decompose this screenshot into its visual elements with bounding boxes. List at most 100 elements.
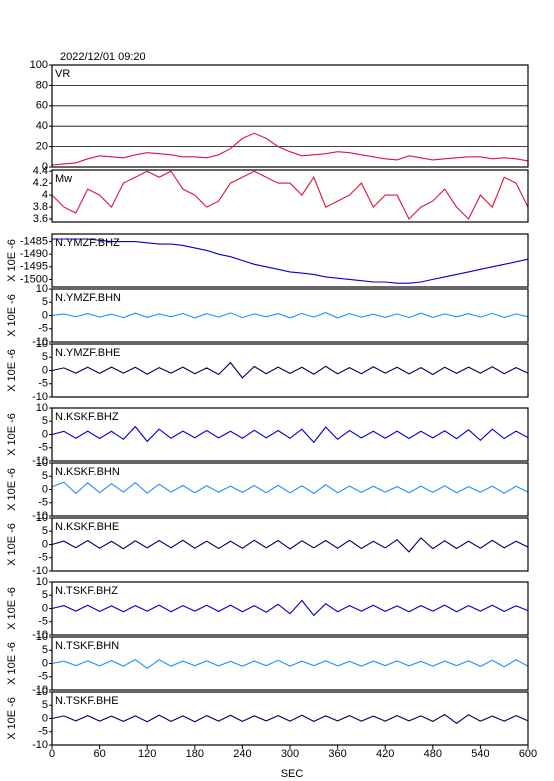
trace-line <box>51 361 529 379</box>
y-axis-label: X 10E -6 <box>6 642 18 685</box>
y-tick-label: 40 <box>36 120 48 132</box>
panel-label: VR <box>55 68 70 80</box>
y-tick-label: -5 <box>38 726 48 738</box>
y-tick-label: 0 <box>42 161 48 173</box>
panel-frame <box>51 691 529 746</box>
panel-label: N.YMZF.BHN <box>55 292 121 304</box>
y-tick-label: -10 <box>32 336 48 348</box>
y-axis-label: X 10E -6 <box>6 587 18 630</box>
panel-label: N.YMZF.BHE <box>55 347 120 359</box>
trace-line <box>51 713 529 724</box>
y-tick-label: -10 <box>32 629 48 641</box>
y-tick-label: -10 <box>32 510 48 522</box>
y-tick-label: 0 <box>42 483 48 495</box>
y-tick-label: -5 <box>38 323 48 335</box>
panel-frame <box>51 407 529 462</box>
y-axis-label: X 10E -6 <box>6 239 18 282</box>
panel-frame <box>51 581 529 636</box>
y-tick-label: 5 <box>42 296 48 308</box>
y-axis-label: X 10E -6 <box>6 523 18 566</box>
y-tick-label: 10 <box>36 686 48 698</box>
y-tick-label: 3.6 <box>33 213 48 225</box>
panel-frame <box>51 64 529 168</box>
x-tick-label: 240 <box>233 748 251 760</box>
y-axis-label: X 10E -6 <box>6 413 18 456</box>
panel-label: N.KSKF.BHE <box>55 521 119 533</box>
y-tick-label: 4 <box>42 189 48 201</box>
trace-line <box>51 658 529 669</box>
y-tick-label: -5 <box>38 378 48 390</box>
y-axis-label: X 10E -6 <box>6 697 18 740</box>
y-axis-label: X 10E -6 <box>6 468 18 511</box>
y-tick-label: -10 <box>32 739 48 751</box>
y-tick-label: 0 <box>42 602 48 614</box>
y-tick-label: 100 <box>30 59 48 71</box>
x-tick-label: 600 <box>519 748 537 760</box>
y-tick-label: 10 <box>36 457 48 469</box>
trace-line <box>51 481 529 495</box>
y-tick-label: 4.2 <box>33 177 48 189</box>
y-tick-label: 5 <box>42 351 48 363</box>
panel-label: Mw <box>55 173 72 185</box>
y-tick-label: 5 <box>42 644 48 656</box>
y-tick-label: 10 <box>36 402 48 414</box>
y-tick-label: -10 <box>32 455 48 467</box>
y-tick-label: 10 <box>36 576 48 588</box>
y-tick-label: -10 <box>32 565 48 577</box>
panel-label: N.YMZF.BHZ <box>55 237 120 249</box>
y-tick-label: -5 <box>38 442 48 454</box>
x-tick-label: 0 <box>49 748 55 760</box>
y-tick-label: -5 <box>38 552 48 564</box>
panel-frame <box>51 343 529 398</box>
x-tick-label: 180 <box>186 748 204 760</box>
chart-title: 2022/12/01 09:20 <box>60 51 146 63</box>
y-tick-label: 10 <box>36 631 48 643</box>
panel-frame <box>51 233 529 288</box>
panel-frame <box>51 462 529 517</box>
x-tick-label: 480 <box>424 748 442 760</box>
y-tick-label: 10 <box>36 512 48 524</box>
trace-line <box>51 170 529 220</box>
x-tick-label: 120 <box>138 748 156 760</box>
x-tick-label: 420 <box>376 748 394 760</box>
y-tick-label: -5 <box>38 497 48 509</box>
panel-frame <box>51 288 529 343</box>
y-tick-label: 5 <box>42 415 48 427</box>
y-tick-label: 20 <box>36 141 48 153</box>
panel-frame <box>51 517 529 572</box>
trace-line <box>51 537 529 553</box>
y-tick-label: -1490 <box>20 248 48 260</box>
trace-line <box>51 132 529 166</box>
y-tick-label: 10 <box>36 283 48 295</box>
trace-line <box>52 238 529 284</box>
trace-line <box>51 425 529 444</box>
panel-frame <box>51 169 529 223</box>
y-tick-label: 5 <box>42 525 48 537</box>
y-tick-label: 4.4 <box>33 165 48 177</box>
x-tick-label: 360 <box>328 748 346 760</box>
y-tick-label: 5 <box>42 699 48 711</box>
x-tick-label: 60 <box>93 748 105 760</box>
y-tick-label: -10 <box>32 684 48 696</box>
x-tick-label: 300 <box>281 748 299 760</box>
y-tick-label: 0 <box>42 657 48 669</box>
y-tick-label: -10 <box>32 391 48 403</box>
y-tick-label: 60 <box>36 100 48 112</box>
panel-frame <box>51 636 529 691</box>
panel-label: N.TSKF.BHZ <box>55 585 118 597</box>
y-tick-label: 5 <box>42 470 48 482</box>
y-axis-label: X 10E -6 <box>6 294 18 337</box>
y-tick-label: 0 <box>42 428 48 440</box>
y-tick-label: -5 <box>38 671 48 683</box>
y-tick-label: 0 <box>42 364 48 376</box>
y-tick-label: -1485 <box>20 235 48 247</box>
trace-line <box>51 599 529 617</box>
trace-line <box>51 312 529 319</box>
panel-label: N.TSKF.BHE <box>55 695 119 707</box>
y-tick-label: 10 <box>36 338 48 350</box>
x-axis-label: SEC <box>281 768 304 780</box>
panel-label: N.KSKF.BHZ <box>55 411 119 423</box>
y-tick-label: 0 <box>42 309 48 321</box>
y-tick-label: 0 <box>42 538 48 550</box>
